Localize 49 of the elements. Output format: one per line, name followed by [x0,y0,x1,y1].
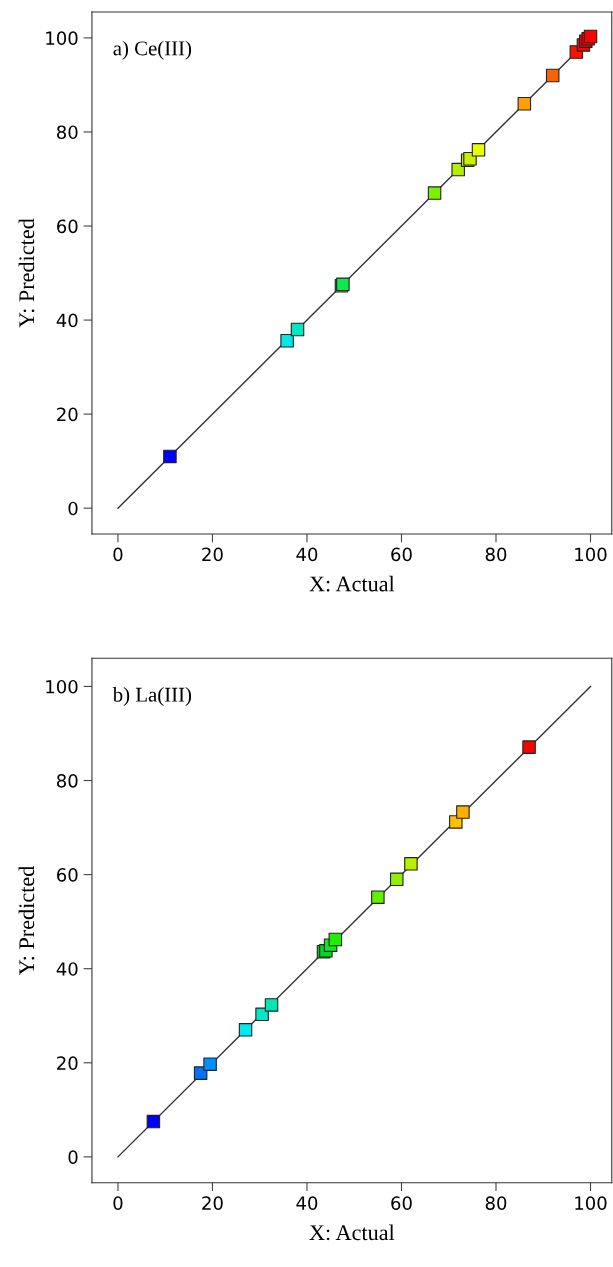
x-tick-label: 20 [202,1196,223,1210]
x-tick-label: 100 [575,1196,607,1210]
point [280,333,294,348]
point [456,805,470,819]
x-tick-label: 40 [296,547,318,562]
y-tick-label: 20 [57,407,78,422]
point [522,740,536,754]
y-tick-label: 40 [56,962,78,976]
point [328,932,343,947]
y-axis-title: Y: Predicted [18,218,35,328]
x-axis-title: X: Actual [309,575,395,592]
point [404,857,418,871]
point [264,998,279,1012]
x-tick-label: 20 [202,547,223,562]
point [545,68,560,83]
y-tick-label: 20 [57,1056,78,1070]
y-tick-label: 0 [68,501,78,516]
x-tick-label: 60 [391,1196,412,1210]
point [371,890,385,904]
y-tick-label: 0 [68,1150,78,1164]
text: b) La(III) [112,687,192,706]
y-tick-label: 40 [56,313,78,328]
point [451,162,465,177]
point [203,1057,217,1071]
x-axis-title: X: Actual [309,1224,395,1241]
point [471,143,486,157]
y-tick-label: 60 [57,868,78,882]
y-tick-label: 100 [46,31,78,46]
x-tick-label: 0 [113,547,123,562]
x-tick-label: 60 [391,547,412,562]
point [389,872,404,887]
x-tick-label: 40 [296,1196,318,1210]
x-tick-label: 0 [113,1196,123,1210]
point [290,322,305,337]
x-tick-label: 80 [485,1196,507,1210]
point [255,1007,269,1022]
point [238,1023,253,1037]
x-tick-label: 100 [575,547,607,562]
point [517,96,532,111]
y-tick-label: 80 [57,773,78,788]
point [427,186,442,200]
y-tick-label: 100 [46,679,78,694]
y-tick-label: 80 [57,125,78,140]
y-axis-title: Y: Predicted [18,865,35,976]
point [146,1114,161,1129]
x-tick-label: 80 [485,547,507,562]
point [163,449,177,464]
text: a) Ce(III) [113,40,192,60]
y-tick-label: 60 [57,219,78,234]
